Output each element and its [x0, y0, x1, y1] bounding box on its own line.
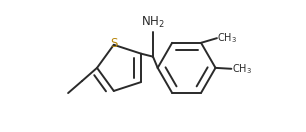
Text: CH$_3$: CH$_3$ — [218, 31, 237, 45]
Text: NH$_2$: NH$_2$ — [141, 15, 165, 30]
Text: S: S — [110, 37, 118, 50]
Text: CH$_3$: CH$_3$ — [232, 62, 252, 76]
